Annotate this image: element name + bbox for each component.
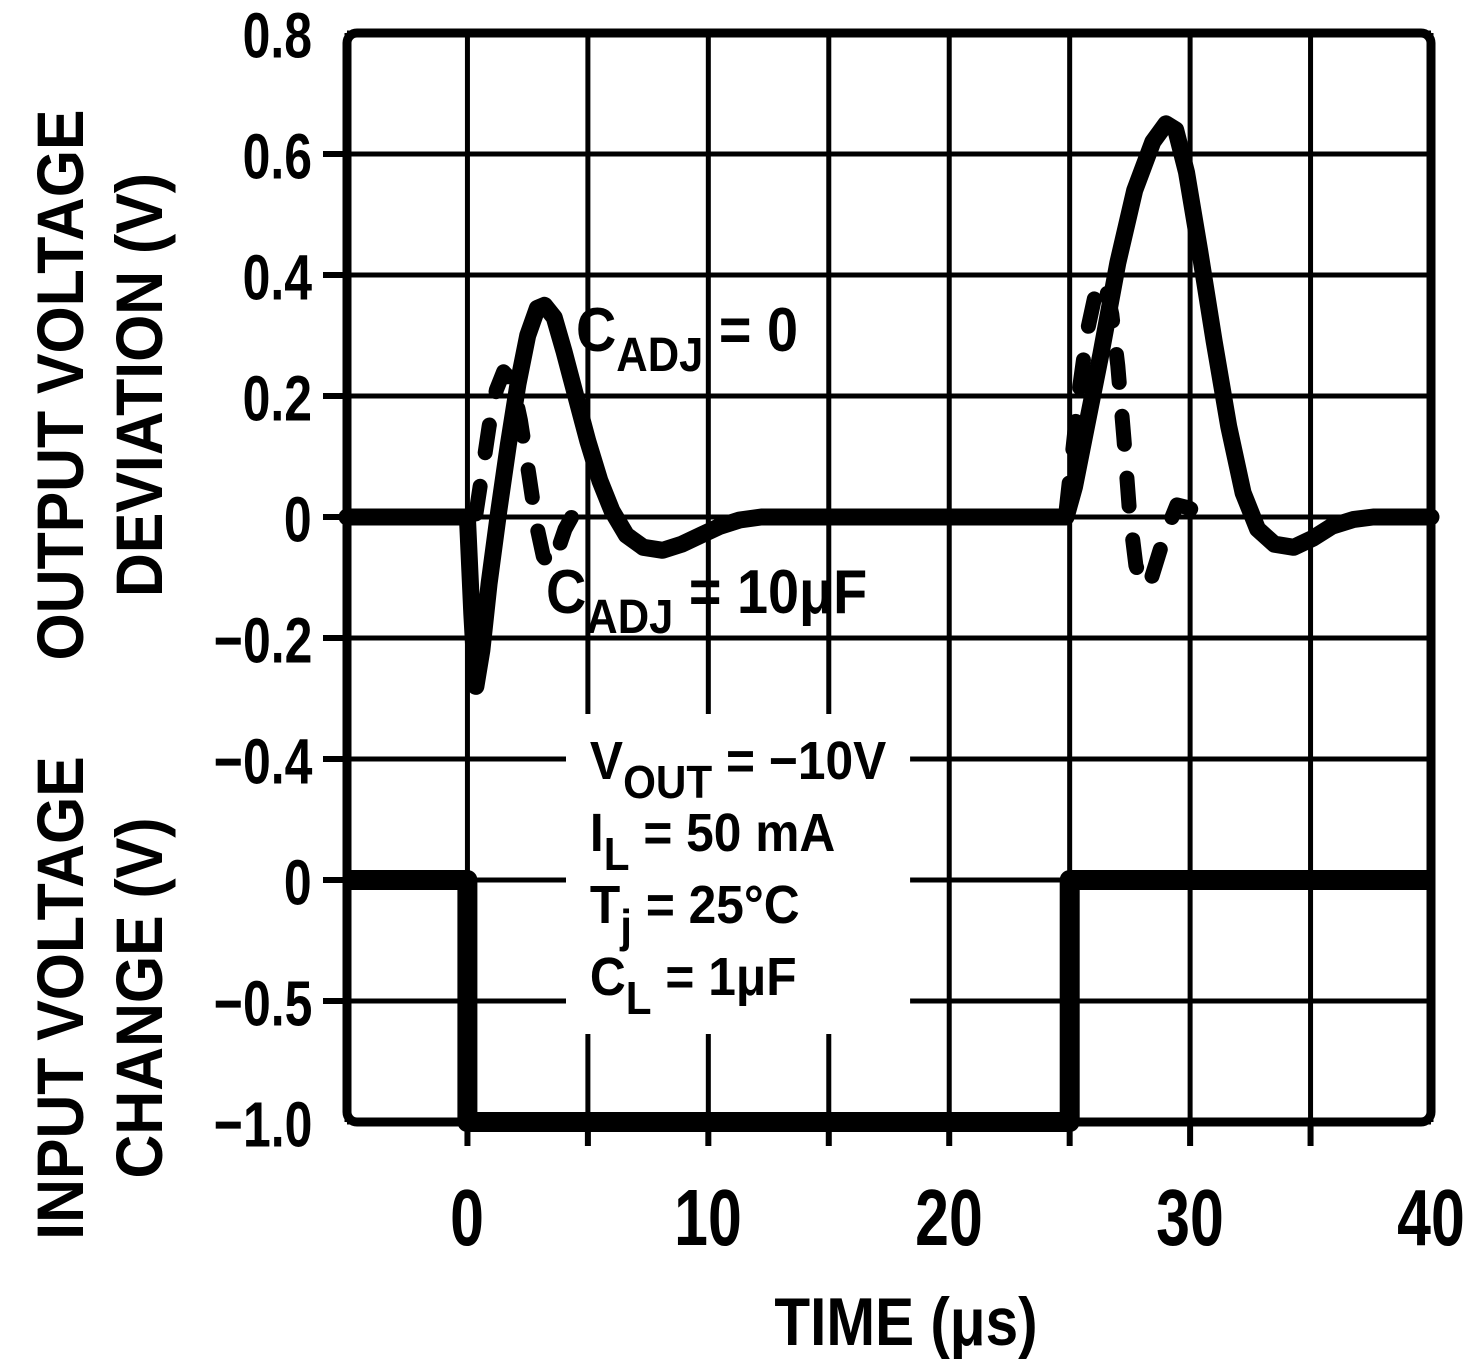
y-tick-label-input-1: −0.5 (213, 967, 312, 1040)
x-tick-label-0: 0 (450, 1173, 485, 1262)
x-tick-label-3: 30 (1156, 1173, 1224, 1262)
y-tick-label-output-1: 0.6 (242, 120, 312, 193)
condition-cl-rest: = 1μF (651, 947, 797, 1007)
y-tick-label-output-6: −0.4 (213, 725, 312, 798)
y-axis-title-output: OUTPUT VOLTAGE DEVIATION (V) (21, 110, 179, 661)
y-tick-label-output-5: −0.2 (213, 604, 312, 677)
curve-label-cadj-0: CADJ = 0 (576, 300, 798, 380)
y-axis-title-output-line1: OUTPUT VOLTAGE (23, 109, 97, 661)
series-c-adj-10-f (468, 273, 1213, 595)
curve-label-cadj-10uf: CADJ = 10μF (546, 562, 867, 642)
curve-label-cadj-0-main: C (576, 296, 617, 365)
condition-vout-main: V (589, 731, 624, 791)
y-tick-label-output-0: 0.8 (242, 0, 312, 72)
condition-cl: CL = 1μF (589, 942, 886, 1024)
y-tick-label-input-2: −1.0 (213, 1088, 312, 1161)
y-tick-label-output-2: 0.4 (242, 241, 312, 314)
y-axis-title-input-line1: INPUT VOLTAGE (23, 756, 97, 1240)
conditions-block: VOUT = −10V IL = 50 mA Tj = 25°C CL = 1μ… (566, 714, 911, 1034)
y-axis-title-input: INPUT VOLTAGE CHANGE (V) (21, 756, 179, 1240)
condition-tj: Tj = 25°C (589, 870, 886, 952)
condition-il-rest: = 50 mA (629, 803, 836, 863)
y-tick-label-output-4: 0 (284, 483, 312, 556)
y-tick-label-output-3: 0.2 (242, 362, 312, 435)
series-input-step (347, 870, 1431, 1132)
condition-il-sub: L (603, 828, 630, 881)
y-tick-label-input-0: 0 (284, 846, 312, 919)
condition-tj-main: T (589, 875, 621, 935)
condition-tj-sub: j (620, 900, 633, 953)
condition-il: IL = 50 mA (589, 798, 886, 880)
curve-label-cadj-10uf-sub: ADJ (586, 590, 674, 645)
condition-cl-main: C (589, 947, 626, 1007)
condition-vout: VOUT = −10V (589, 726, 887, 808)
condition-vout-sub: OUT (623, 756, 713, 809)
x-axis-title: TIME (μs) (774, 1284, 1038, 1360)
y-axis-title-input-line2: CHANGE (V) (102, 817, 176, 1179)
condition-cl-sub: L (625, 972, 652, 1025)
curve-label-cadj-10uf-main: C (546, 558, 587, 627)
condition-tj-rest: = 25°C (632, 875, 800, 935)
x-tick-label-2: 20 (915, 1173, 984, 1262)
x-tick-label-1: 10 (674, 1173, 743, 1262)
curve-label-cadj-10uf-rest: = 10μF (673, 558, 868, 627)
x-tick-label-4: 40 (1397, 1173, 1465, 1262)
condition-vout-rest: = −10V (712, 731, 887, 791)
y-axis-title-output-line2: DEVIATION (V) (102, 173, 176, 597)
curve-label-cadj-0-sub: ADJ (616, 328, 704, 383)
curve-label-cadj-0-rest: = 0 (703, 296, 799, 365)
series-c-adj-0 (338, 115, 1440, 695)
condition-il-main: I (589, 803, 604, 863)
